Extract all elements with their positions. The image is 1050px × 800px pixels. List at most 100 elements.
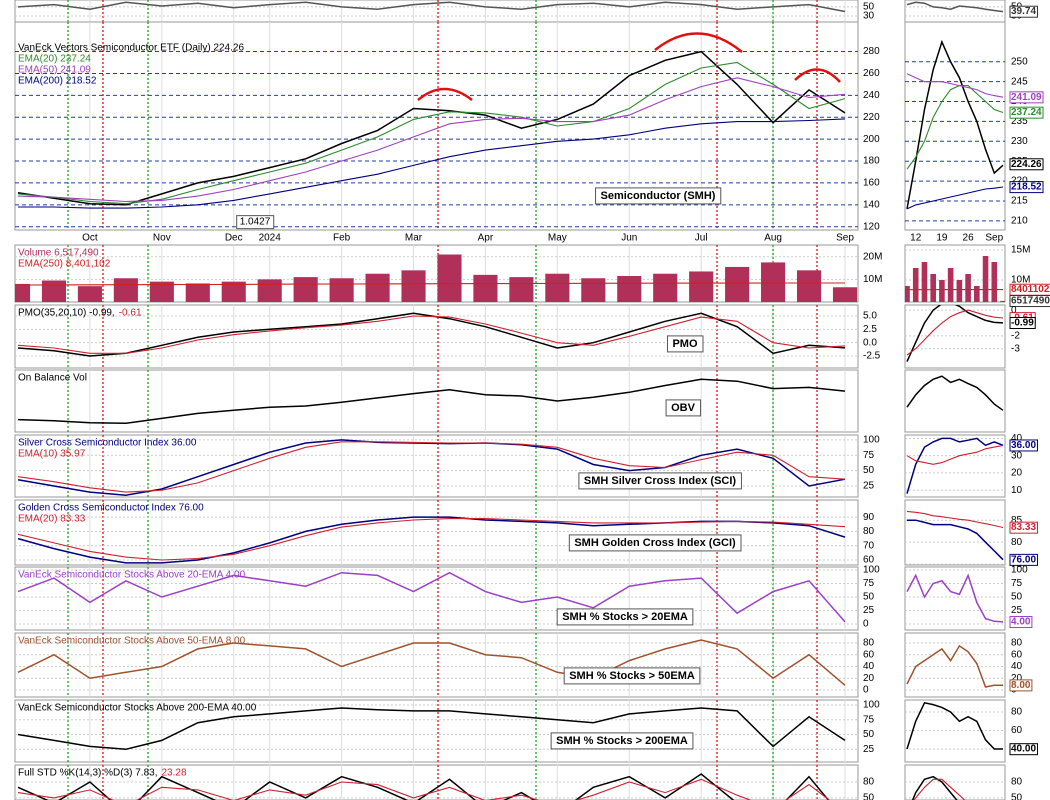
y-tick-label: 100 bbox=[1011, 565, 1028, 576]
y-tick-label: 10M bbox=[863, 274, 882, 285]
y-tick-label: 235 bbox=[1011, 116, 1028, 127]
panel-frame bbox=[904, 369, 1006, 433]
y-tick-label: 50 bbox=[1011, 592, 1023, 603]
value-tag-box bbox=[1009, 5, 1038, 18]
y-tick-label: 25 bbox=[1011, 605, 1023, 616]
y-tick-label: 60 bbox=[863, 649, 875, 660]
value-tag-box bbox=[1009, 106, 1044, 119]
plot bbox=[17, 439, 846, 496]
panel-label: SMH Silver Cross Index (SCI) bbox=[584, 475, 737, 487]
series-line bbox=[906, 444, 1004, 465]
x-tick-label: Sep bbox=[985, 233, 1003, 244]
annotation: 1.0427 bbox=[240, 217, 271, 228]
bar bbox=[113, 278, 138, 302]
value-tag-box bbox=[1009, 181, 1044, 194]
legend-entry: PMO(35,20,10) -0.99, bbox=[18, 308, 115, 319]
bar bbox=[581, 278, 606, 302]
panel-frame bbox=[904, 244, 1006, 303]
bar bbox=[965, 274, 971, 302]
y-tick-label: -2 bbox=[1011, 330, 1020, 341]
y-tick-label: 30 bbox=[863, 11, 875, 22]
plot bbox=[906, 573, 1004, 623]
series-line bbox=[17, 516, 846, 564]
y-tick-label: 60 bbox=[1011, 649, 1023, 660]
x-tick-label: May bbox=[548, 233, 567, 244]
legend-entry: VanEck Vectors Semiconductor ETF (Daily)… bbox=[18, 43, 244, 54]
bar bbox=[257, 279, 282, 302]
series-line bbox=[907, 519, 1004, 561]
y-tick-label: 220 bbox=[863, 112, 880, 123]
plot bbox=[17, 639, 846, 686]
arc bbox=[417, 87, 473, 101]
bar bbox=[912, 268, 919, 302]
series-line bbox=[906, 305, 1004, 362]
legend-entry: Full STD %K(14,3) %D(3) 7.83, bbox=[18, 768, 158, 779]
y-tick-label: 60 bbox=[1011, 725, 1023, 736]
series-line bbox=[17, 441, 846, 493]
bar bbox=[930, 274, 936, 302]
y-tick-label: 280 bbox=[863, 46, 880, 57]
plot bbox=[906, 305, 1004, 362]
legend-entry: EMA(10) 35.97 bbox=[18, 449, 86, 460]
y-tick-label: 210 bbox=[1011, 215, 1028, 226]
plot bbox=[17, 773, 831, 800]
y-tick-label: 20 bbox=[1011, 673, 1023, 684]
y-tick-label: 180 bbox=[863, 156, 880, 167]
value-tag-box bbox=[1009, 553, 1038, 566]
series-line bbox=[17, 571, 846, 623]
plot bbox=[906, 644, 1003, 688]
legend-entry: EMA(250) 8,401,102 bbox=[18, 259, 111, 270]
y-tick-label: 70 bbox=[863, 540, 875, 551]
y-tick-label: 40 bbox=[1011, 433, 1023, 444]
plot bbox=[906, 510, 1004, 561]
legend-entry: EMA(50) 241.09 bbox=[18, 65, 91, 76]
panel-label-box bbox=[563, 667, 701, 685]
panel-label: PMO bbox=[672, 338, 698, 350]
y-tick-label: 100 bbox=[863, 565, 880, 576]
legend-entry: Volume 6,517,490 bbox=[18, 248, 99, 259]
value-tag: 8.00 bbox=[1011, 680, 1031, 691]
series-line bbox=[906, 573, 1004, 623]
series-line bbox=[17, 282, 845, 286]
value-tag: 40.00 bbox=[1011, 744, 1036, 755]
x-tick-label: 26 bbox=[963, 233, 975, 244]
series-line bbox=[17, 773, 830, 800]
value-tag: 39.74 bbox=[1011, 6, 1036, 17]
y-tick-label: 140 bbox=[863, 199, 880, 210]
y-tick-label: 90 bbox=[863, 512, 875, 523]
y-tick-label: 30 bbox=[1011, 450, 1023, 461]
bar bbox=[221, 281, 246, 302]
series-line bbox=[906, 644, 1003, 688]
bar bbox=[545, 273, 570, 302]
panel-frame bbox=[904, 499, 1006, 566]
series-line bbox=[17, 778, 831, 800]
value-tag-box bbox=[1009, 439, 1038, 452]
value-tag: -0.99 bbox=[1011, 318, 1034, 329]
value-tag: 241.09 bbox=[1011, 92, 1042, 103]
series-line bbox=[17, 378, 846, 425]
bar bbox=[689, 271, 714, 302]
x-tick-label: Mar bbox=[405, 233, 423, 244]
y-tick-label: 50 bbox=[863, 592, 875, 603]
y-tick-label: 75 bbox=[1011, 578, 1023, 589]
value-tag: 6517490 bbox=[1011, 296, 1050, 307]
y-tick-label: 40 bbox=[863, 661, 875, 672]
y-tick-label: 160 bbox=[863, 178, 880, 189]
bar bbox=[617, 275, 642, 302]
y-tick-label: 245 bbox=[1011, 76, 1028, 87]
series-line bbox=[906, 85, 1004, 170]
panel-label: SMH Golden Cross Index (GCI) bbox=[574, 537, 736, 549]
x-tick-label: 2024 bbox=[259, 233, 282, 244]
y-tick-label: 25 bbox=[863, 605, 875, 616]
plot bbox=[17, 516, 846, 564]
legend-entry: EMA(200) 218.52 bbox=[18, 76, 97, 87]
value-tag-box bbox=[1009, 158, 1044, 171]
y-tick-label: 0 bbox=[863, 685, 869, 696]
series-line bbox=[911, 775, 958, 800]
x-tick-label: Jun bbox=[621, 233, 637, 244]
bar bbox=[905, 286, 910, 302]
series-line bbox=[906, 39, 1004, 210]
bar bbox=[991, 262, 998, 302]
series-line bbox=[906, 375, 1004, 411]
bar bbox=[329, 278, 354, 302]
